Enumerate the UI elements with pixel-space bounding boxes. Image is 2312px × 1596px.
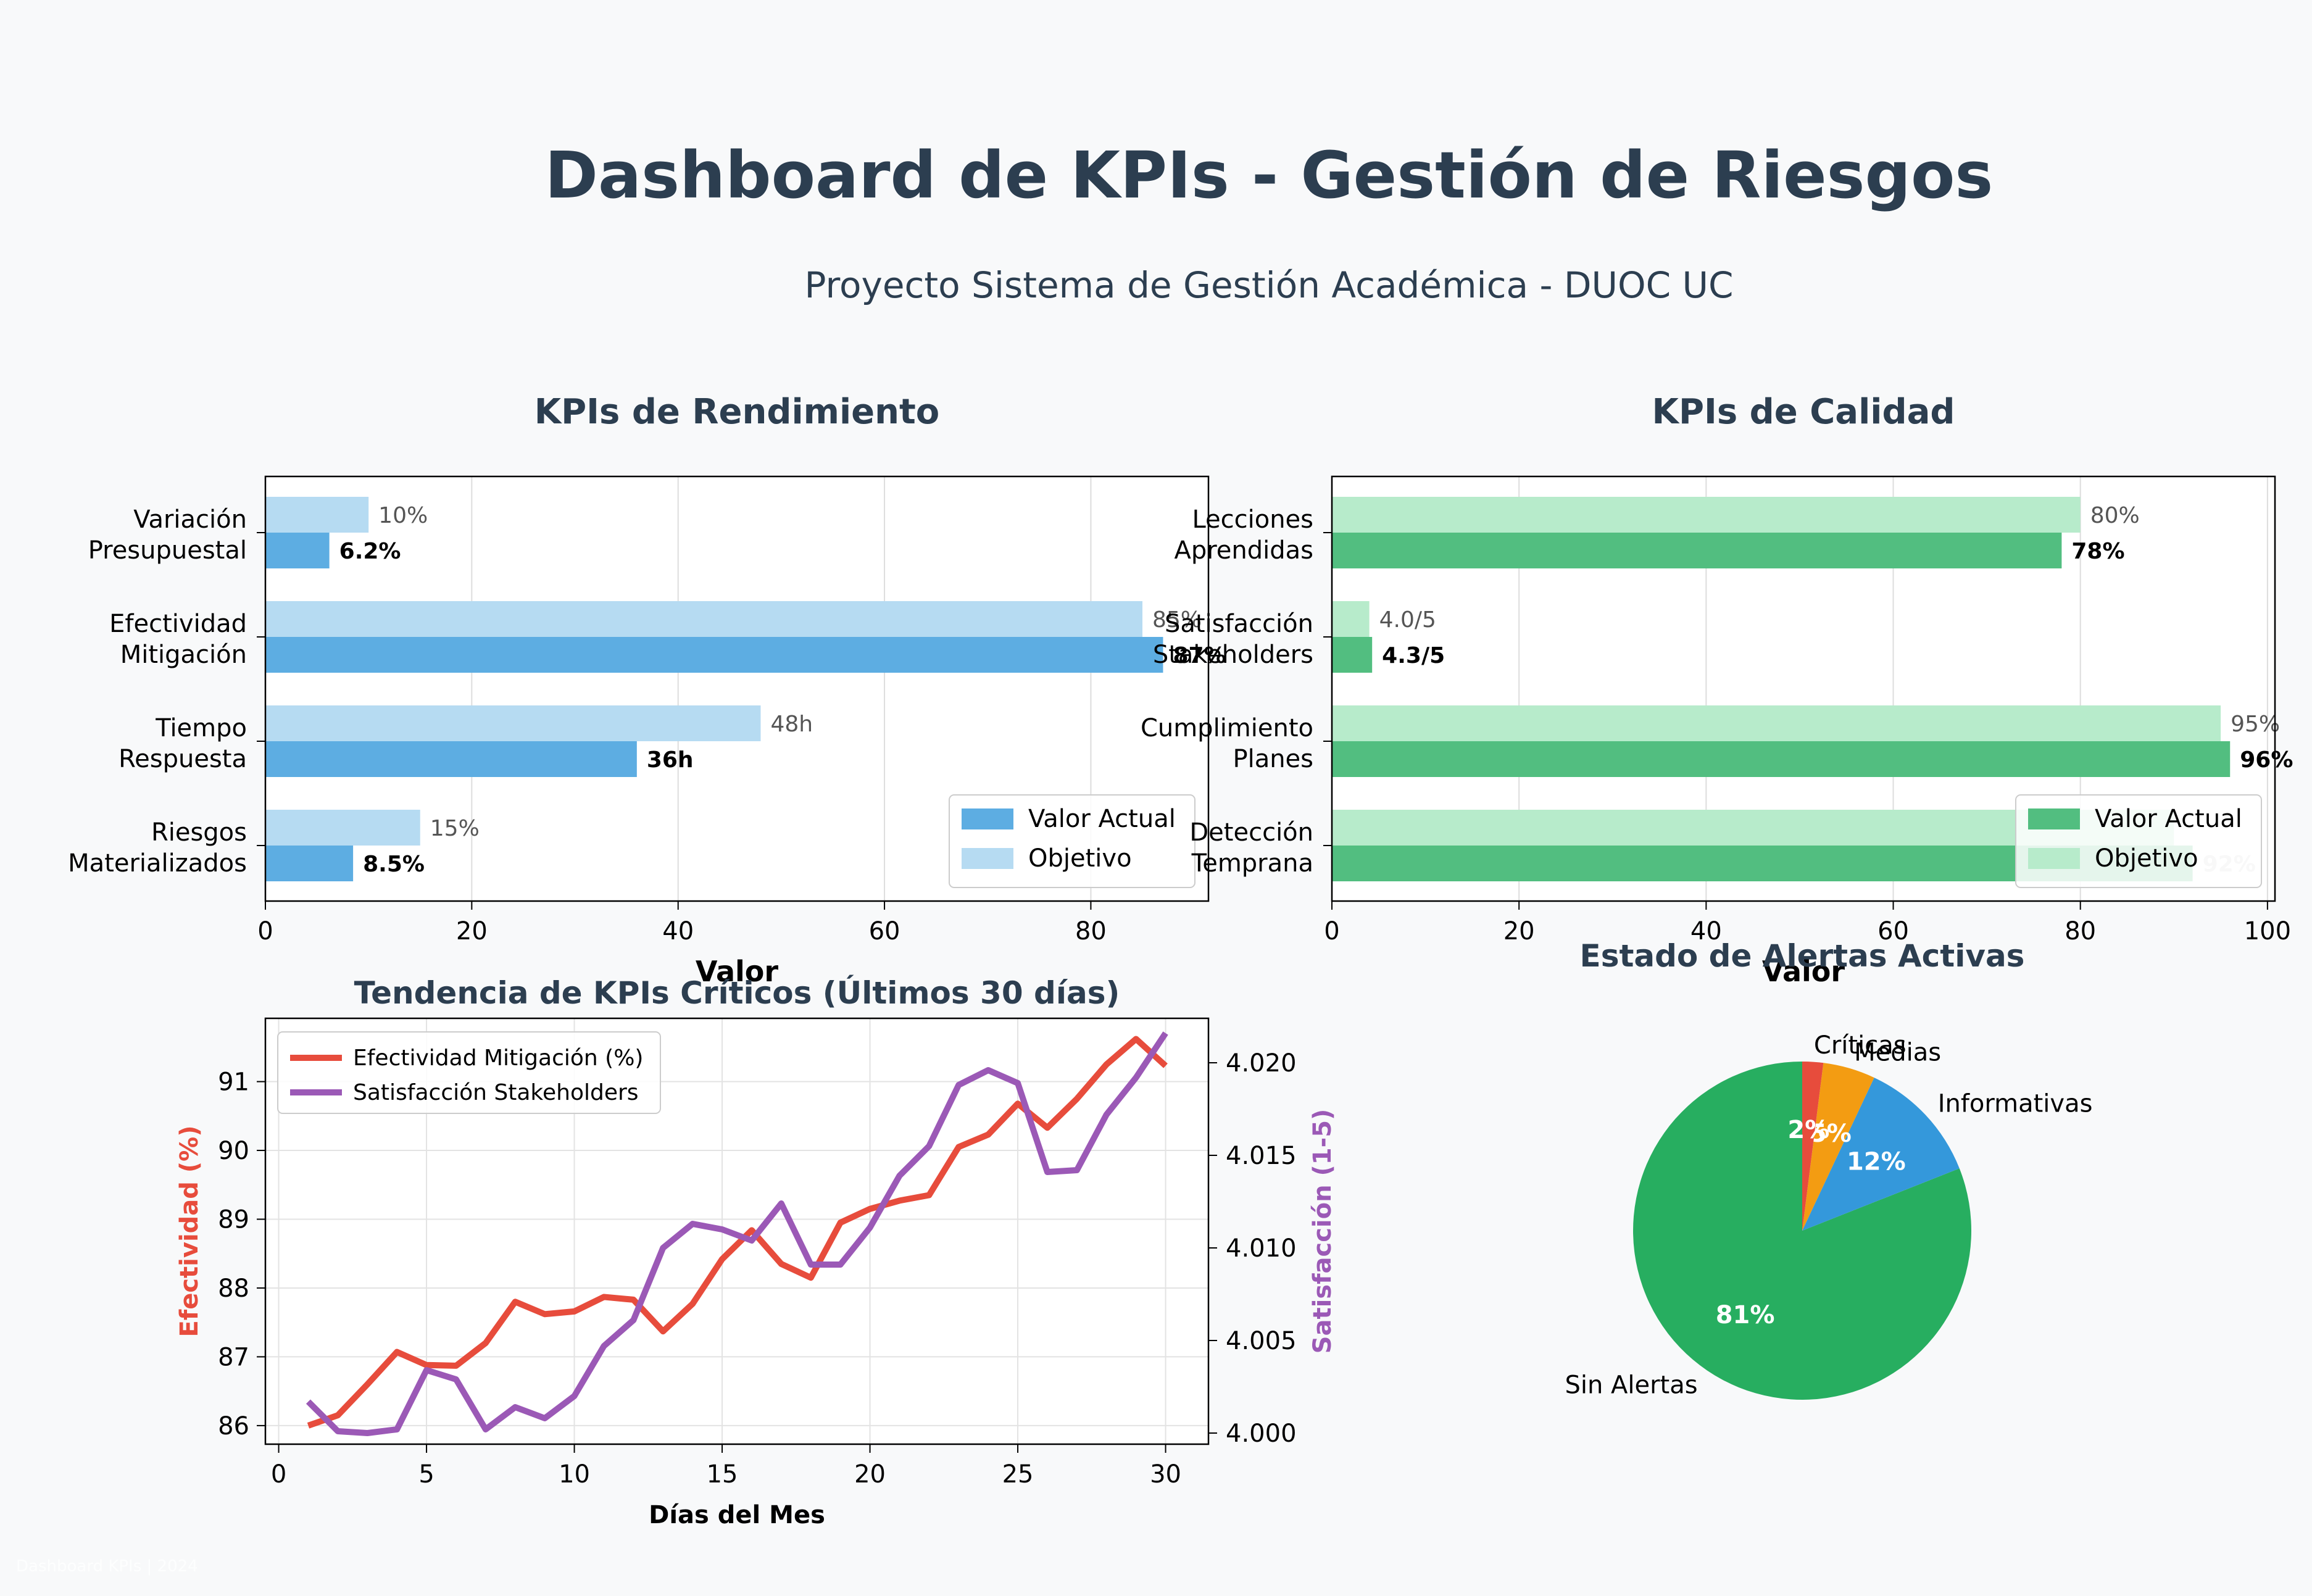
actual-value-label: 78% — [2071, 539, 2124, 564]
y-tick-label: 87 — [218, 1343, 249, 1371]
y2-tick-label: 4.015 — [1226, 1142, 1297, 1170]
legend-label-effectiveness: Efectividad Mitigación (%) — [353, 1045, 643, 1071]
target-bar — [1332, 497, 2081, 533]
dashboard-subtitle: Proyecto Sistema de Gestión Académica - … — [804, 264, 1733, 306]
y2-tick-label: 4.005 — [1226, 1327, 1297, 1355]
x-tick-label: 5 — [418, 1460, 434, 1489]
actual-value-label: 96% — [2240, 747, 2293, 773]
pie-category-label-informativas: Informativas — [1938, 1090, 2093, 1118]
pie-pct-label-criticas: 2% — [1787, 1116, 1829, 1144]
target-value-label: 15% — [430, 816, 480, 841]
legend-swatch-target — [2028, 848, 2080, 869]
category-label: Respuesta — [119, 745, 247, 773]
target-value-label: 48h — [770, 712, 813, 737]
category-label: Satisfacción — [1165, 610, 1313, 638]
legend-label-actual: Valor Actual — [1028, 805, 1176, 833]
pie-pct-label-informativas: 12% — [1847, 1147, 1906, 1176]
x-tick-label: 0 — [257, 917, 273, 946]
y2-tick-label: 4.020 — [1226, 1049, 1297, 1078]
actual-bar — [265, 533, 330, 568]
x-tick-label: 80 — [2065, 917, 2096, 946]
y-tick-label: 86 — [218, 1412, 249, 1440]
x-tick-label: 20 — [854, 1460, 886, 1489]
category-label: Temprana — [1191, 849, 1313, 878]
actual-value-label: 36h — [647, 747, 694, 773]
legend-label-target: Objetivo — [1028, 844, 1132, 873]
category-label: Lecciones — [1192, 505, 1313, 534]
legend-label-target: Objetivo — [2095, 844, 2198, 873]
y-tick-label: 89 — [218, 1205, 249, 1234]
x-tick-label: 0 — [271, 1460, 286, 1489]
actual-value-label: 6.2% — [339, 539, 401, 564]
pie-pct-label-sin-alertas: 81% — [1716, 1301, 1775, 1329]
target-bar — [265, 497, 368, 533]
chart-title: Tendencia de KPIs Críticos (Últimos 30 d… — [354, 975, 1120, 1011]
x-tick-label: 30 — [1150, 1460, 1181, 1489]
x-tick-label: 20 — [1503, 917, 1535, 946]
chart-title: Estado de Alertas Activas — [1580, 938, 2025, 974]
y2-axis-label: Satisfacción (1-5) — [1308, 1109, 1337, 1354]
chart-title: KPIs de Calidad — [1652, 392, 1955, 432]
x-tick-label: 100 — [2244, 917, 2291, 946]
actual-bar — [1332, 637, 1372, 673]
target-bar — [265, 705, 760, 741]
category-label: Stakeholders — [1153, 641, 1313, 669]
target-bar — [1332, 601, 1370, 637]
actual-bar — [265, 846, 353, 881]
y-tick-label: 91 — [218, 1068, 249, 1097]
category-label: Detección — [1189, 818, 1313, 847]
y-tick-label: 90 — [218, 1137, 249, 1165]
actual-value-label: 4.3/5 — [1382, 643, 1445, 668]
category-label: Aprendidas — [1174, 536, 1313, 565]
target-value-label: 80% — [2090, 503, 2140, 528]
category-label: Presupuestal — [88, 536, 247, 565]
category-label: Planes — [1233, 745, 1313, 773]
x-tick-label: 40 — [662, 917, 694, 946]
target-value-label: 95% — [2231, 712, 2280, 737]
legend-label-satisfaction: Satisfacción Stakeholders — [353, 1080, 639, 1105]
actual-value-label: 8.5% — [363, 852, 425, 877]
y2-tick-label: 4.000 — [1226, 1419, 1297, 1448]
target-value-label: 10% — [378, 503, 428, 528]
x-tick-label: 80 — [1075, 917, 1107, 946]
legend-swatch-target — [962, 848, 1013, 869]
actual-bar — [265, 741, 637, 777]
y-tick-label: 88 — [218, 1274, 249, 1303]
category-label: Efectividad — [109, 610, 247, 638]
category-label: Cumplimiento — [1141, 714, 1313, 742]
category-label: Mitigación — [120, 641, 247, 669]
category-label: Tiempo — [155, 714, 247, 742]
pie-category-label-sin-alertas: Sin Alertas — [1565, 1371, 1697, 1399]
target-bar — [1332, 705, 2221, 741]
y-axis-label: Efectividad (%) — [175, 1125, 204, 1337]
x-tick-label: 0 — [1324, 917, 1339, 946]
x-tick-label: 25 — [1002, 1460, 1034, 1489]
x-tick-label: 15 — [707, 1460, 738, 1489]
legend-label-actual: Valor Actual — [2095, 805, 2242, 833]
chart-title: KPIs de Rendimiento — [534, 392, 940, 432]
pie-category-label-criticas: Críticas — [1814, 1031, 1907, 1060]
x-tick-label: 60 — [869, 917, 900, 946]
legend-swatch-actual — [2028, 808, 2080, 829]
actual-bar — [1332, 533, 2061, 568]
x-tick-label: 10 — [559, 1460, 590, 1489]
target-bar — [265, 810, 420, 846]
actual-bar — [1332, 741, 2230, 777]
target-value-label: 4.0/5 — [1379, 607, 1436, 633]
x-tick-label: 20 — [456, 917, 488, 946]
x-axis-label: Días del Mes — [649, 1501, 825, 1529]
actual-bar — [265, 637, 1163, 673]
target-bar — [265, 601, 1142, 637]
dashboard-title: Dashboard de KPIs - Gestión de Riesgos — [545, 138, 1994, 213]
legend-swatch-actual — [962, 808, 1013, 829]
y2-tick-label: 4.010 — [1226, 1234, 1297, 1263]
footer-watermark: Dashboard KPIs | 2024 — [16, 1557, 198, 1576]
category-label: Variación — [133, 505, 247, 534]
category-label: Riesgos — [151, 818, 247, 847]
category-label: Materializados — [68, 849, 247, 878]
